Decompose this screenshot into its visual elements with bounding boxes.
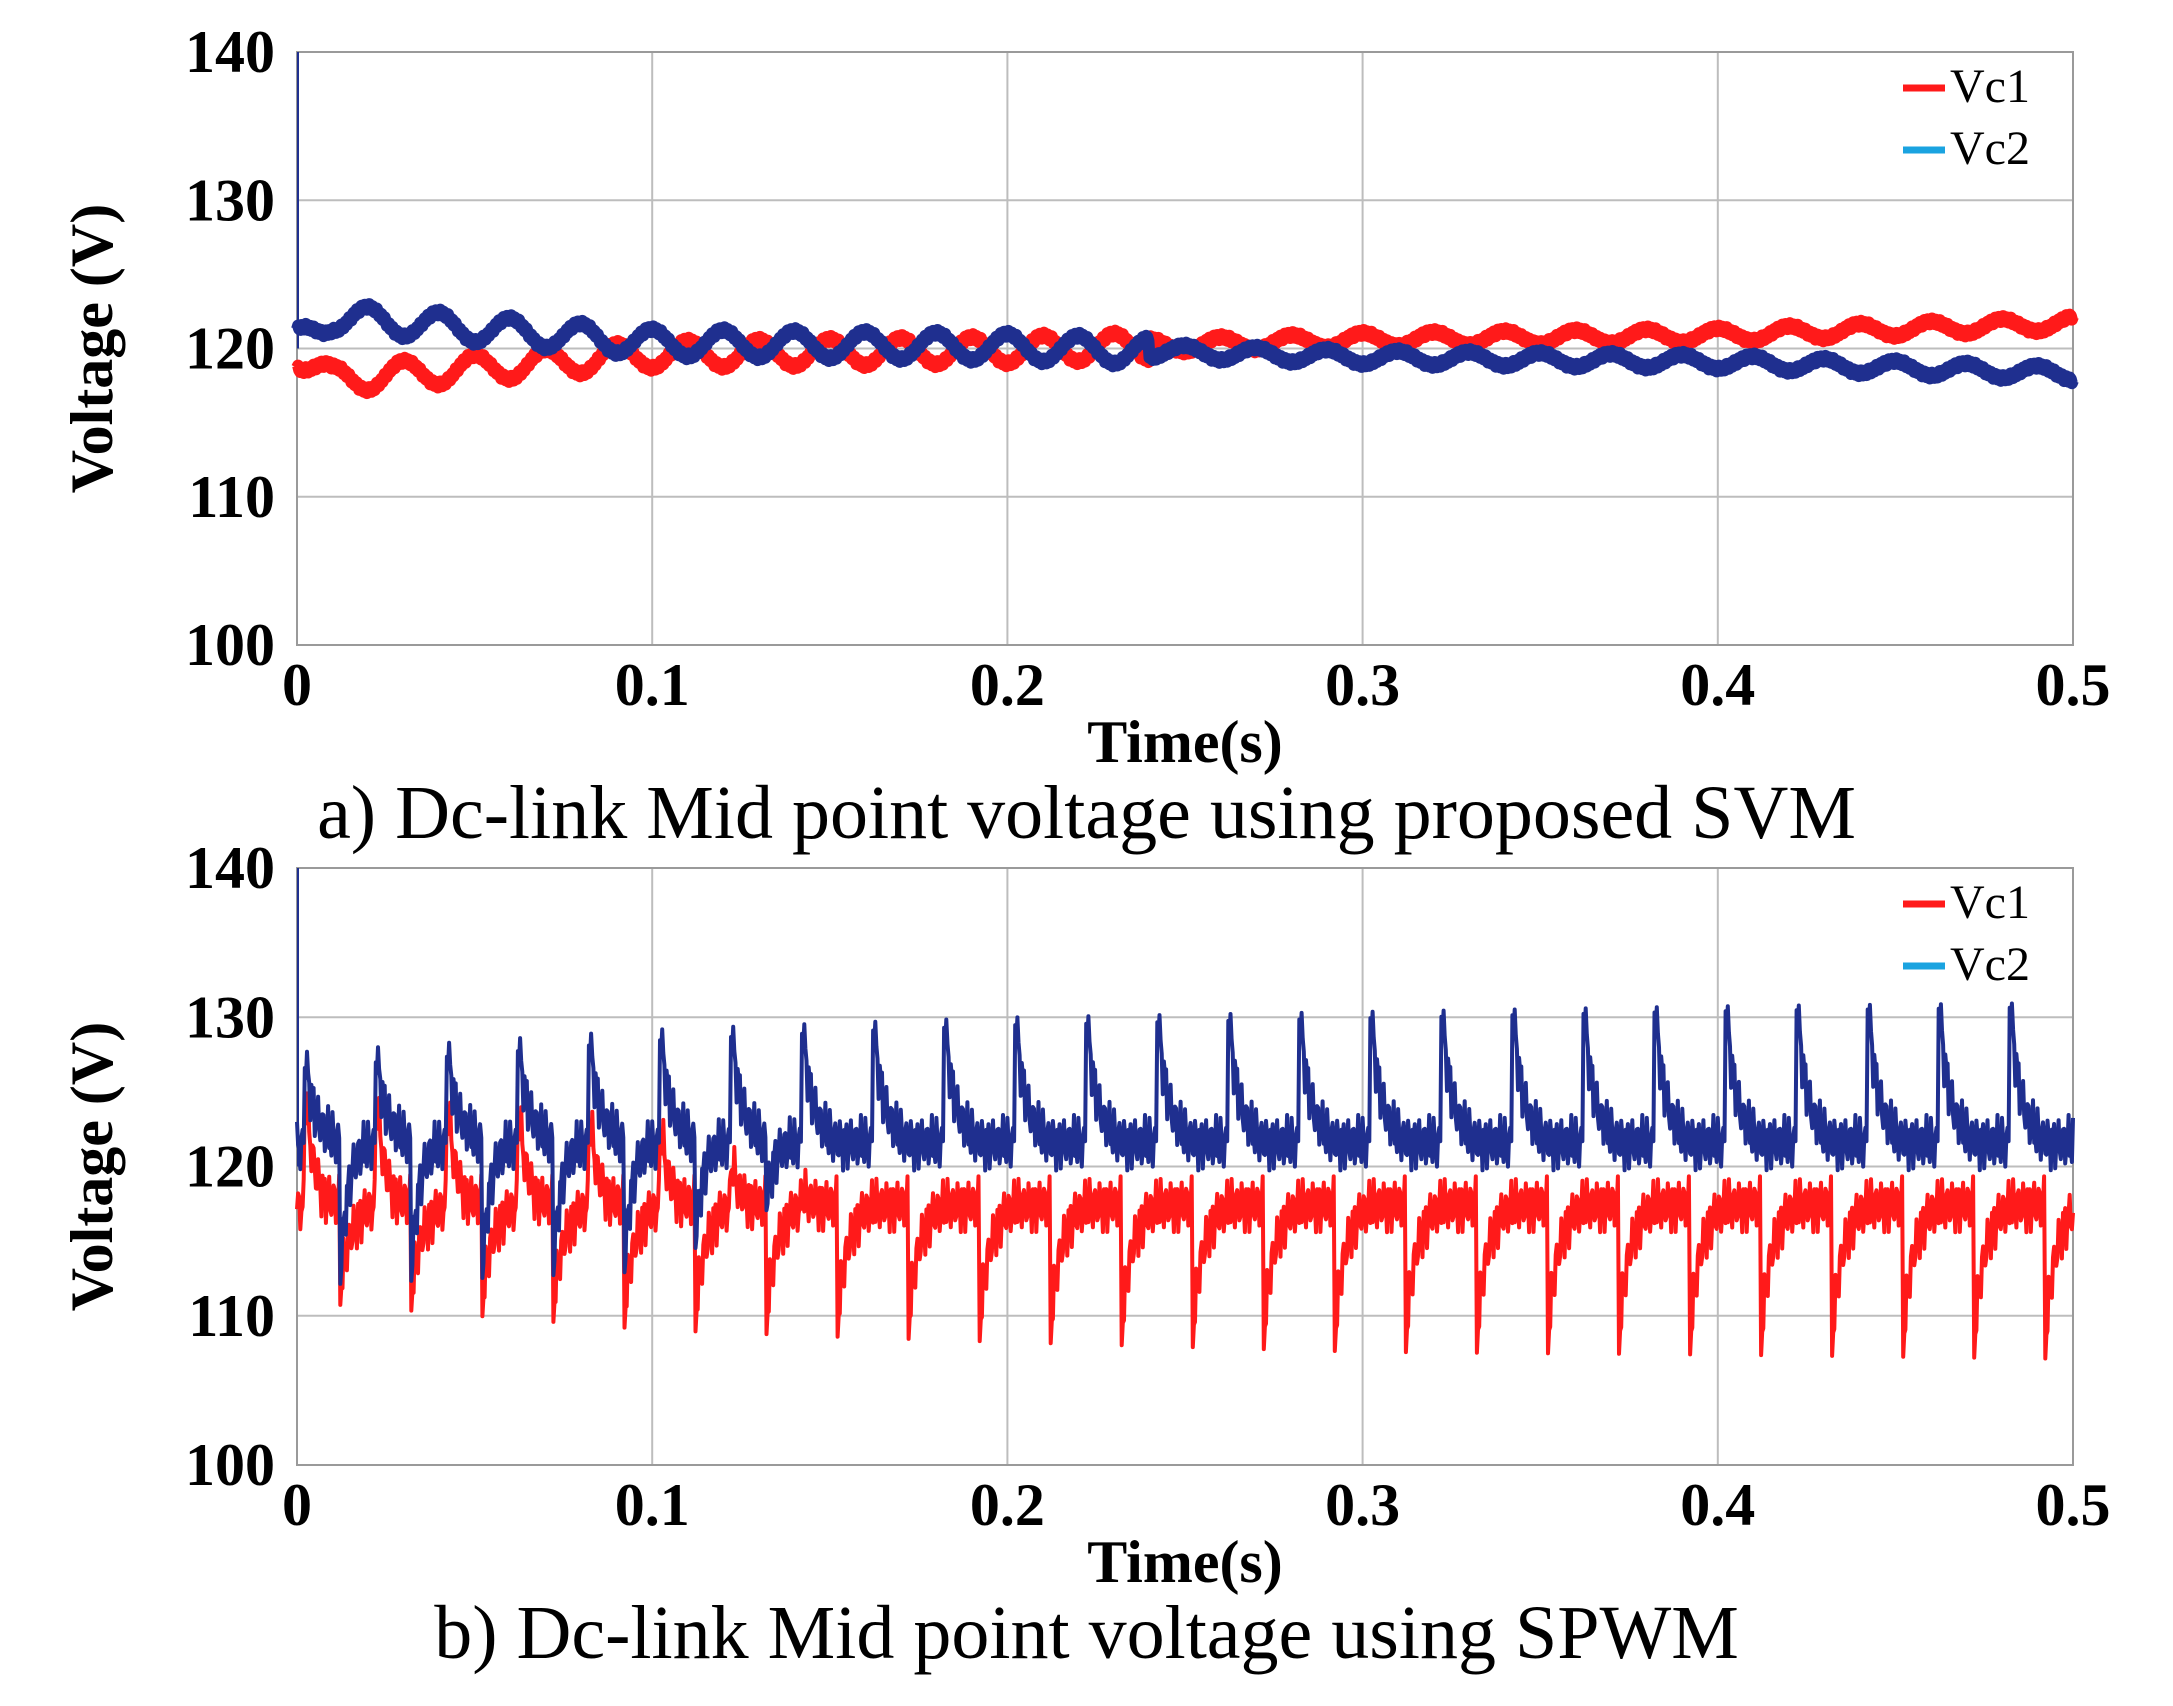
x-tick-label: 0.5 — [2036, 652, 2111, 718]
legend-label-vc1: Vc1 — [1950, 60, 2030, 113]
chart-panel-0: 100 110 120 130 140 0 0.1 0.2 0.3 0.4 0.5 Time(s) Vo… — [59, 19, 2111, 775]
x-tick-label: 0.1 — [615, 652, 690, 718]
series-line-vc2 — [291, 298, 2079, 390]
y-tick-label: 110 — [188, 1283, 275, 1349]
x-tick-label: 0 — [282, 1472, 312, 1538]
series-line-vc2 — [295, 1001, 2075, 1286]
y-tick-label: 140 — [185, 19, 275, 85]
y-axis-title: Voltage (V) — [59, 1022, 125, 1311]
legend-label-vc1: Vc1 — [1950, 876, 2030, 929]
x-axis-title: Time(s) — [1087, 709, 1283, 775]
x-tick-label: 0.4 — [1680, 1472, 1755, 1538]
y-tick-label: 110 — [188, 464, 275, 530]
y-tick-label: 100 — [185, 1432, 275, 1498]
y-tick-label: 140 — [185, 835, 275, 901]
x-axis-title: Time(s) — [1087, 1529, 1283, 1595]
y-tick-label: 100 — [185, 612, 275, 678]
x-tick-label: 0.5 — [2036, 1472, 2111, 1538]
legend-label-vc2: Vc2 — [1950, 938, 2030, 991]
legend-label-vc2: Vc2 — [1950, 122, 2030, 175]
x-tick-label: 0.3 — [1325, 652, 1400, 718]
x-tick-label: 0.2 — [970, 1472, 1045, 1538]
series-line-vc1 — [295, 1090, 2075, 1361]
y-tick-label: 120 — [185, 1134, 275, 1200]
x-tick-label: 0 — [282, 652, 312, 718]
y-tick-label: 130 — [185, 984, 275, 1050]
chart-panel-1: 100 110 120 130 140 0 0.1 0.2 0.3 0.4 0.5 Time(s) Vo… — [59, 835, 2111, 1595]
caption-b: b) Dc-link Mid point voltage using SPWM — [434, 1591, 1739, 1675]
y-tick-label: 130 — [185, 167, 275, 233]
caption-a: a) Dc-link Mid point voltage using propo… — [317, 771, 1856, 855]
x-tick-label: 0.1 — [615, 1472, 690, 1538]
x-tick-label: 0.2 — [970, 652, 1045, 718]
y-tick-label: 120 — [185, 316, 275, 382]
x-tick-label: 0.4 — [1680, 652, 1755, 718]
x-tick-label: 0.3 — [1325, 1472, 1400, 1538]
y-axis-title: Voltage (V) — [59, 204, 125, 493]
